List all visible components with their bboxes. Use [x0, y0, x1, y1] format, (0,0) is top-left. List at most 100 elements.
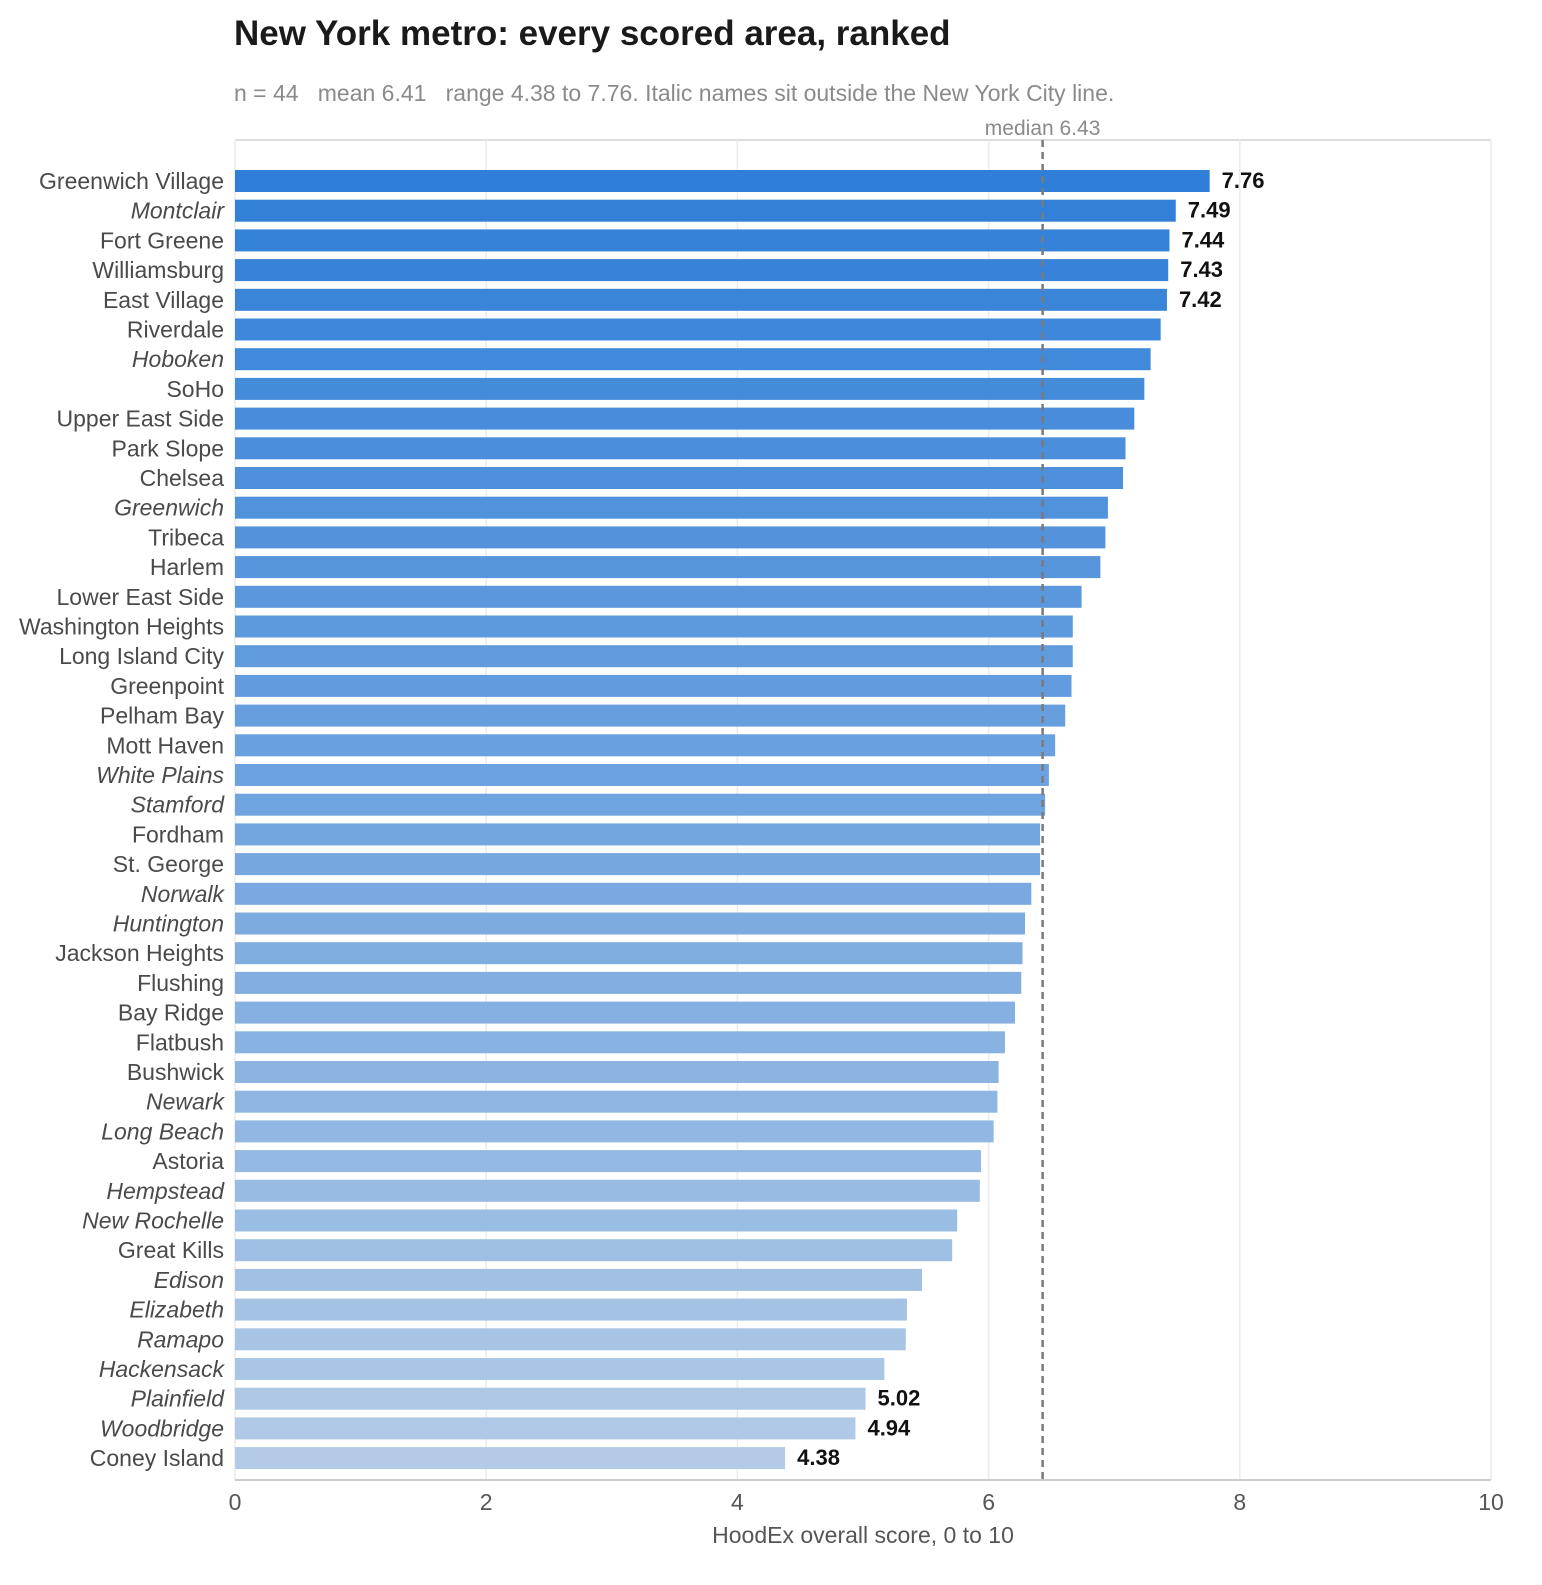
chart-subtitle: n = 44 mean 6.41 range 4.38 to 7.76. Ita…	[234, 80, 1115, 106]
bar	[235, 674, 1072, 697]
bar	[235, 526, 1106, 549]
bar-value-label: 5.02	[878, 1386, 921, 1411]
category-label: Fordham	[132, 821, 224, 847]
category-label: Greenpoint	[110, 673, 224, 699]
bar-value-label: 7.43	[1180, 257, 1223, 282]
category-label: Greenwich	[114, 495, 224, 521]
category-label: Astoria	[152, 1148, 224, 1174]
bar	[235, 318, 1161, 341]
bar	[235, 1209, 958, 1232]
bar	[235, 704, 1066, 727]
category-label: Upper East Side	[57, 406, 224, 432]
bar	[235, 348, 1151, 371]
bar-value-label: 7.76	[1222, 168, 1265, 193]
bar	[235, 437, 1126, 460]
bar	[235, 1387, 866, 1410]
bar	[235, 1090, 998, 1113]
x-axis-title: HoodEx overall score, 0 to 10	[712, 1522, 1014, 1548]
bar-value-label: 7.42	[1179, 287, 1222, 312]
value-labels: 7.76 7.49 7.44 7.43 7.42 5.02 4.94 4.38	[797, 168, 1264, 1470]
bar	[235, 1061, 999, 1083]
bar	[235, 1001, 1015, 1024]
category-label: Park Slope	[111, 435, 224, 461]
category-label: Woodbridge	[100, 1415, 224, 1441]
bar	[235, 853, 1041, 876]
bar	[235, 1358, 885, 1380]
category-label: Washington Heights	[19, 614, 224, 640]
bar	[235, 1120, 994, 1143]
category-label: New Rochelle	[82, 1208, 224, 1234]
bar	[235, 1150, 982, 1173]
bar	[235, 793, 1046, 816]
x-tick-label: 6	[982, 1489, 995, 1515]
bar	[235, 912, 1026, 935]
category-label: Flushing	[137, 970, 224, 996]
category-label: Chelsea	[140, 465, 225, 491]
bar	[235, 1239, 953, 1262]
bar	[235, 496, 1108, 519]
bar	[235, 288, 1167, 311]
bar	[235, 377, 1145, 400]
bar	[235, 467, 1123, 489]
bar	[235, 170, 1210, 192]
bar	[235, 971, 1022, 994]
category-label: Flatbush	[136, 1029, 224, 1055]
bar-value-label: 4.94	[867, 1415, 911, 1440]
category-label: Pelham Bay	[100, 703, 225, 729]
bar	[235, 229, 1170, 252]
category-labels: Greenwich Village Montclair Fort Greene Wil…	[19, 168, 225, 1471]
category-label: Plainfield	[131, 1386, 226, 1412]
category-label: Edison	[154, 1267, 224, 1293]
bar	[235, 1268, 923, 1291]
bar-value-label: 4.38	[797, 1445, 840, 1470]
x-tick-label: 0	[229, 1489, 242, 1515]
bar	[235, 1328, 906, 1351]
bar	[235, 823, 1041, 846]
bars	[235, 170, 1210, 1470]
bar-value-label: 7.44	[1181, 227, 1225, 252]
category-label: Bushwick	[127, 1059, 225, 1085]
category-label: Bay Ridge	[118, 1000, 224, 1026]
x-tick-label: 2	[480, 1489, 493, 1515]
category-label: East Village	[103, 287, 224, 313]
category-label: Great Kills	[118, 1237, 224, 1263]
x-tick-label: 10	[1478, 1489, 1504, 1515]
category-label: Williamsburg	[92, 257, 224, 283]
category-label: Montclair	[131, 198, 226, 224]
category-label: Mott Haven	[106, 732, 224, 758]
category-label: Tribeca	[148, 524, 224, 550]
bar	[235, 1179, 980, 1202]
bar	[235, 615, 1073, 638]
category-label: St. George	[113, 851, 224, 877]
bar	[235, 556, 1101, 579]
median-reference: median 6.43	[985, 117, 1101, 1480]
bar	[235, 734, 1056, 757]
category-label: Long Beach	[101, 1118, 224, 1144]
x-axis: 0 2 4 6 8 10 HoodEx overall score, 0 to 10	[229, 1479, 1504, 1548]
x-tick-label: 4	[731, 1489, 744, 1515]
bar	[235, 199, 1176, 222]
category-label: Hackensack	[99, 1356, 226, 1382]
bar	[235, 259, 1169, 282]
category-label: Fort Greene	[100, 227, 224, 253]
category-label: Stamford	[131, 792, 226, 818]
category-label: Hempstead	[106, 1178, 225, 1204]
median-label: median 6.43	[985, 117, 1101, 140]
bar	[235, 585, 1082, 608]
category-label: Hoboken	[132, 346, 224, 372]
bar	[235, 645, 1073, 668]
bar	[235, 942, 1023, 965]
bar	[235, 764, 1049, 786]
category-label: Newark	[146, 1089, 225, 1115]
category-label: Elizabeth	[129, 1297, 224, 1323]
category-label: White Plains	[96, 762, 224, 788]
bar	[235, 1447, 786, 1470]
category-label: Ramapo	[137, 1326, 224, 1352]
category-label: Greenwich Village	[39, 168, 224, 194]
bar	[235, 1417, 856, 1440]
bar-value-label: 7.49	[1188, 198, 1231, 223]
bar	[235, 882, 1032, 905]
category-label: Riverdale	[127, 317, 224, 343]
category-label: Jackson Heights	[55, 940, 224, 966]
category-label: SoHo	[166, 376, 224, 402]
